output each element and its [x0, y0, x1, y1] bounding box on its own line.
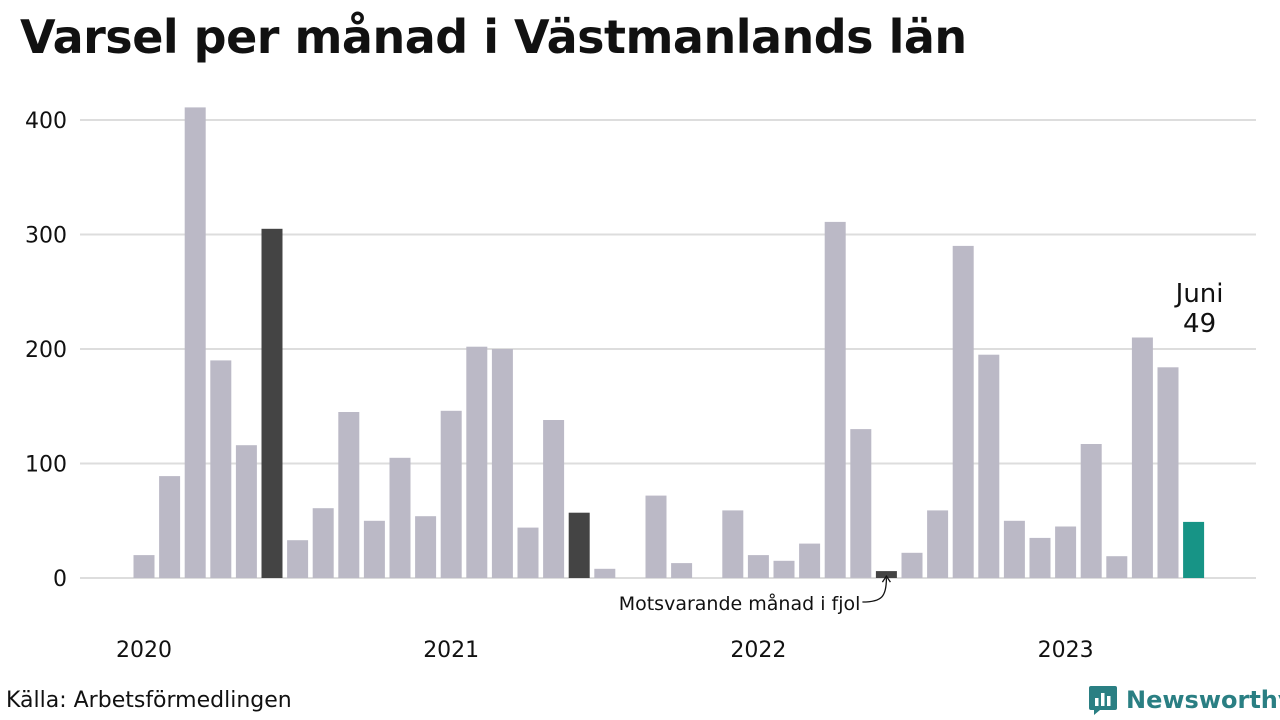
newsworthy-logo-icon	[1089, 686, 1117, 715]
bar-2021-07	[594, 568, 616, 578]
bar-2023-02	[1080, 444, 1102, 578]
bar-2022-04	[824, 221, 846, 578]
y-tick-label: 200	[25, 338, 67, 363]
bar-2022-09	[952, 245, 974, 578]
x-year-label-2021: 2021	[423, 638, 479, 663]
bar-2020-02	[159, 476, 181, 578]
previous-year-note: Motsvarande månad i fjol	[619, 592, 861, 615]
chart-title: Varsel per månad i Västmanlands län	[20, 10, 967, 64]
y-tick-label: 400	[25, 109, 67, 134]
annotations: Juni 49 Motsvarande månad i fjol	[619, 279, 1224, 615]
bar-2021-03	[491, 349, 513, 578]
bar-2021-04	[517, 527, 539, 578]
bar-2020-10	[363, 520, 385, 579]
bar-2021-02	[466, 346, 488, 578]
bar-2022-02	[773, 560, 795, 578]
bar-2020-11	[389, 457, 411, 578]
bar-2021-12	[722, 510, 744, 578]
bar-2022-10	[978, 354, 1000, 578]
x-axis-year-labels: 2020 2021 2022 2023	[116, 638, 1094, 663]
y-tick-label: 100	[25, 453, 67, 478]
bar-2021-06	[568, 512, 590, 578]
bar-2020-06	[261, 228, 283, 579]
x-year-label-2020: 2020	[116, 638, 172, 663]
previous-year-arrowhead	[881, 574, 891, 583]
bar-2020-09	[338, 412, 360, 578]
bar-2023-04	[1131, 337, 1153, 578]
bar-2022-03	[799, 543, 821, 578]
current-month-value: 49	[1183, 309, 1216, 339]
y-axis-ticks: 0 100 200 300 400	[25, 109, 67, 592]
current-month-label: Juni	[1174, 279, 1224, 309]
bar-2020-08	[312, 508, 334, 578]
y-tick-label: 300	[25, 224, 67, 249]
x-year-label-2023: 2023	[1038, 638, 1094, 663]
bar-2022-07	[901, 552, 923, 578]
bar-2021-01	[440, 410, 462, 578]
brand-logo: Newsworthy	[1088, 684, 1280, 716]
bar-2022-01	[747, 555, 769, 578]
bar-2021-10	[671, 563, 693, 578]
bar-2020-03	[184, 107, 206, 579]
y-tick-label: 0	[53, 567, 67, 592]
source-note: Källa: Arbetsförmedlingen	[6, 688, 292, 713]
bar-2023-06	[1183, 521, 1205, 578]
bar-2021-09	[645, 495, 667, 578]
bar-2022-08	[927, 510, 949, 578]
bar-2022-11	[1003, 520, 1025, 579]
previous-year-arrow	[862, 578, 888, 603]
bar-2020-12	[415, 516, 437, 578]
bar-2023-03	[1106, 556, 1128, 578]
bar-2023-05	[1157, 367, 1179, 578]
bars	[133, 107, 1205, 579]
bar-2021-05	[543, 420, 565, 578]
brand-name: Newsworthy	[1126, 686, 1280, 714]
bar-2022-12	[1029, 537, 1051, 578]
bar-2020-01	[133, 555, 155, 578]
bar-2020-04	[210, 360, 232, 578]
bar-2022-06	[875, 571, 897, 578]
bar-2022-05	[850, 429, 872, 578]
bar-2020-07	[287, 540, 309, 578]
bar-2020-05	[235, 445, 257, 578]
x-year-label-2022: 2022	[730, 638, 786, 663]
bar-2023-01	[1055, 526, 1077, 578]
